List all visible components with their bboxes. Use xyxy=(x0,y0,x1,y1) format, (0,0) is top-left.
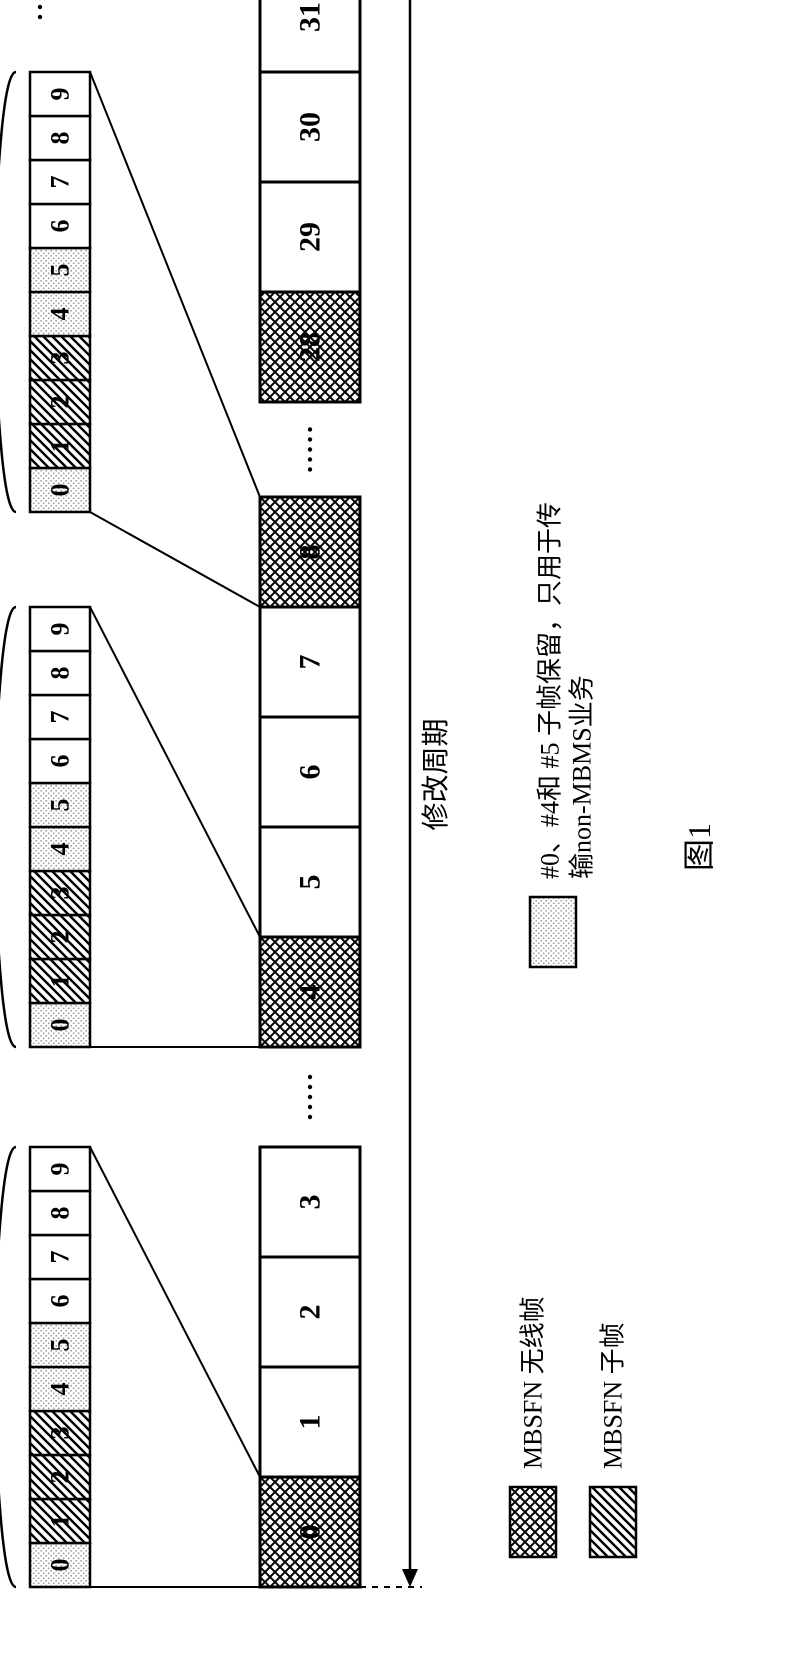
subframe-label: 6 xyxy=(46,220,75,233)
radio-frame-cell: 0 xyxy=(260,1477,360,1587)
radio-frame-label: 30 xyxy=(294,112,327,142)
radio-frame-label: 6 xyxy=(294,765,327,780)
radio-frame-label: 7 xyxy=(294,655,327,670)
radio-frame-cell: 6 xyxy=(260,717,360,827)
subframe-label: 6 xyxy=(46,1295,75,1308)
radio-frame-cell: 4 xyxy=(260,937,360,1047)
subframe-label: 0 xyxy=(46,1019,75,1032)
subframe-label: 9 xyxy=(46,1163,75,1176)
radio-frame-cell: 5 xyxy=(260,827,360,937)
legend-label: 输non-MBMS业务 xyxy=(567,675,596,879)
subframe-label: 7 xyxy=(46,711,75,724)
radio-frame-label: 3 xyxy=(294,1195,327,1210)
legend-label: MBSFN 子帧 xyxy=(599,1322,628,1469)
legend-item: MBSFN 子帧 xyxy=(590,1322,636,1557)
subframe-label: 3 xyxy=(46,1427,75,1440)
mod-period-label: 修改周期 xyxy=(420,718,452,830)
radio-frame-cell: 30 xyxy=(260,72,360,182)
subframe-label: 2 xyxy=(46,1471,75,1484)
legend-label: MBSFN 无线帧 xyxy=(519,1296,548,1469)
subframe-label: 3 xyxy=(46,887,75,900)
radio-frame-label: 8 xyxy=(294,545,327,560)
radio-frame-label: 31 xyxy=(294,2,327,32)
radio-frame-cell: 3 xyxy=(260,1147,360,1257)
subframe-label: 6 xyxy=(46,755,75,768)
subframe-label: 4 xyxy=(46,843,75,856)
radio-frame-label: 29 xyxy=(294,222,327,252)
subframe-label: 1 xyxy=(46,1515,75,1528)
legend-label: #0、#4和 #5 子帧保留，只用于传 xyxy=(535,502,564,879)
subframe-label: 2 xyxy=(46,931,75,944)
subframe-label: 8 xyxy=(46,667,75,680)
subframe-label: 0 xyxy=(46,1559,75,1572)
subframe-label: 9 xyxy=(46,88,75,101)
radio-frame-label: 2 xyxy=(294,1305,327,1320)
legend-item: #0、#4和 #5 子帧保留，只用于传输non-MBMS业务 xyxy=(530,502,596,967)
subframe-label: 7 xyxy=(46,176,75,189)
subframe-label: 8 xyxy=(46,1207,75,1220)
radio-frame-label: 5 xyxy=(294,875,327,890)
subframe-label: 1 xyxy=(46,975,75,988)
radio-frame-label: 28 xyxy=(294,332,327,362)
radio-frame-cell: 28 xyxy=(260,292,360,402)
radio-frame-cell: 2 xyxy=(260,1257,360,1367)
subframe-label: 4 xyxy=(46,1383,75,1396)
radio-frame-cell: 8 xyxy=(260,497,360,607)
radio-frame-label: 4 xyxy=(294,985,327,1000)
subframe-row: 012345678910ms xyxy=(0,1147,90,1587)
subframe-label: 7 xyxy=(46,1251,75,1264)
radio-frame-cell: 1 xyxy=(260,1367,360,1477)
subframe-label: 5 xyxy=(46,264,75,277)
radio-frame-cell: 29 xyxy=(260,182,360,292)
subframe-label: 3 xyxy=(46,352,75,365)
radio-frame-label: 1 xyxy=(294,1415,327,1430)
subframe-label: 0 xyxy=(46,484,75,497)
radio-frame-label: 0 xyxy=(294,1525,327,1540)
radio-frame-cell: 31 xyxy=(260,0,360,72)
subframe-label: 1 xyxy=(46,440,75,453)
subframe-label: 9 xyxy=(46,623,75,636)
subframe-row: 012345678910ms xyxy=(0,72,90,512)
subframe-label: 4 xyxy=(46,308,75,321)
subframe-label: 5 xyxy=(46,1339,75,1352)
subframe-label: 5 xyxy=(46,799,75,812)
figure-caption: 图1 xyxy=(681,823,717,871)
subframe-row: 012345678910ms xyxy=(0,607,90,1047)
radio-frame-cell: 7 xyxy=(260,607,360,717)
legend-item: MBSFN 无线帧 xyxy=(510,1296,556,1557)
subframe-label: 8 xyxy=(46,132,75,145)
subframe-label: 2 xyxy=(46,396,75,409)
